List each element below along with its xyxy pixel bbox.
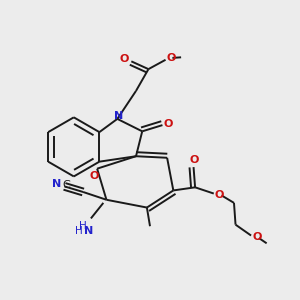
Text: O: O xyxy=(215,190,224,200)
Text: H: H xyxy=(75,226,83,236)
Text: N: N xyxy=(52,179,61,189)
Text: O: O xyxy=(167,53,176,63)
Text: H: H xyxy=(79,221,87,231)
Text: O: O xyxy=(164,119,173,129)
Text: O: O xyxy=(90,171,99,182)
Text: C: C xyxy=(62,181,70,190)
Text: N: N xyxy=(84,226,94,236)
Text: O: O xyxy=(252,232,261,242)
Text: O: O xyxy=(120,54,129,64)
Text: O: O xyxy=(190,155,199,165)
Text: N: N xyxy=(114,111,124,122)
